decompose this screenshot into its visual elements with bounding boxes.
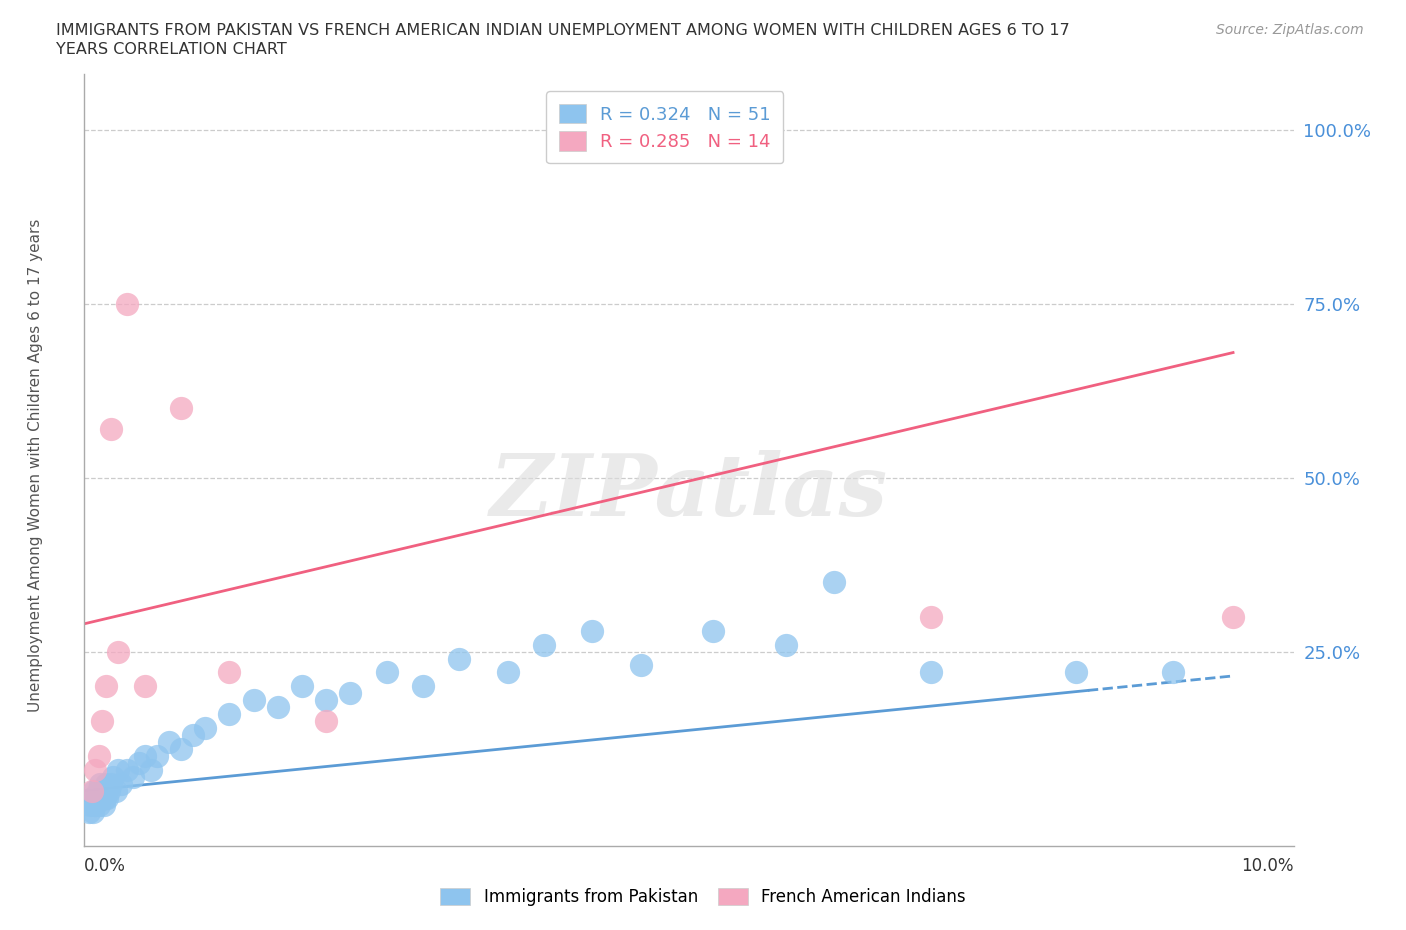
- Text: ZIPatlas: ZIPatlas: [489, 450, 889, 534]
- Point: [134, 679, 156, 694]
- Point: [134, 749, 156, 764]
- Point: [496, 665, 519, 680]
- Point: [194, 721, 217, 736]
- Point: [339, 685, 361, 700]
- Point: [1064, 665, 1087, 680]
- Point: [218, 707, 240, 722]
- Point: [83, 783, 105, 798]
- Legend: R = 0.324   N = 51, R = 0.285   N = 14: R = 0.324 N = 51, R = 0.285 N = 14: [546, 91, 783, 164]
- Text: Source: ZipAtlas.com: Source: ZipAtlas.com: [1216, 23, 1364, 37]
- Point: [79, 797, 101, 812]
- Point: [170, 401, 193, 416]
- Point: [84, 797, 107, 812]
- Point: [1222, 609, 1244, 624]
- Point: [90, 790, 112, 805]
- Point: [89, 777, 111, 791]
- Point: [80, 783, 103, 798]
- Point: [100, 421, 122, 436]
- Text: YEARS CORRELATION CHART: YEARS CORRELATION CHART: [56, 42, 287, 57]
- Point: [91, 713, 114, 728]
- Point: [375, 665, 398, 680]
- Point: [96, 790, 118, 805]
- Point: [702, 623, 724, 638]
- Point: [115, 297, 138, 312]
- Point: [315, 713, 337, 728]
- Point: [630, 658, 652, 673]
- Point: [1161, 665, 1184, 680]
- Point: [823, 575, 845, 590]
- Point: [94, 777, 117, 791]
- Point: [103, 769, 125, 784]
- Point: [87, 797, 110, 812]
- Point: [100, 777, 122, 791]
- Point: [107, 763, 129, 777]
- Point: [107, 644, 129, 659]
- Point: [115, 763, 138, 777]
- Point: [94, 679, 117, 694]
- Point: [533, 637, 555, 652]
- Legend: Immigrants from Pakistan, French American Indians: Immigrants from Pakistan, French America…: [433, 881, 973, 912]
- Point: [157, 735, 180, 750]
- Point: [87, 749, 110, 764]
- Point: [291, 679, 314, 694]
- Point: [110, 777, 132, 791]
- Point: [775, 637, 797, 652]
- Text: 0.0%: 0.0%: [84, 857, 127, 875]
- Point: [94, 790, 117, 805]
- Point: [128, 755, 150, 770]
- Point: [91, 783, 114, 798]
- Point: [82, 804, 104, 819]
- Point: [181, 727, 204, 742]
- Point: [139, 763, 162, 777]
- Point: [581, 623, 603, 638]
- Point: [920, 609, 942, 624]
- Text: IMMIGRANTS FROM PAKISTAN VS FRENCH AMERICAN INDIAN UNEMPLOYMENT AMONG WOMEN WITH: IMMIGRANTS FROM PAKISTAN VS FRENCH AMERI…: [56, 23, 1070, 38]
- Point: [86, 783, 108, 798]
- Point: [77, 804, 100, 819]
- Point: [170, 741, 193, 756]
- Point: [121, 769, 143, 784]
- Point: [84, 763, 107, 777]
- Point: [80, 790, 103, 805]
- Point: [449, 651, 471, 666]
- Point: [920, 665, 942, 680]
- Point: [218, 665, 240, 680]
- Text: 10.0%: 10.0%: [1241, 857, 1294, 875]
- Point: [104, 783, 127, 798]
- Point: [412, 679, 434, 694]
- Point: [86, 790, 108, 805]
- Point: [315, 693, 337, 708]
- Point: [267, 699, 290, 714]
- Point: [242, 693, 264, 708]
- Point: [146, 749, 169, 764]
- Point: [97, 783, 120, 798]
- Text: Unemployment Among Women with Children Ages 6 to 17 years: Unemployment Among Women with Children A…: [28, 219, 42, 711]
- Point: [93, 797, 115, 812]
